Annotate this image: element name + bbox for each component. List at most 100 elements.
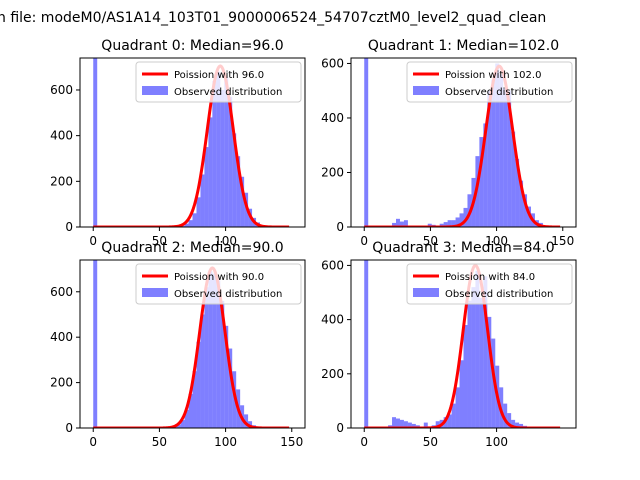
histogram-bar	[248, 421, 253, 428]
x-tick-label: 0	[89, 234, 97, 248]
histogram-bar	[399, 419, 404, 428]
histogram-bar	[479, 137, 484, 227]
plot-area	[93, 58, 290, 227]
histogram-bar	[515, 158, 520, 227]
legend-box	[406, 61, 573, 103]
axes-frame	[350, 259, 577, 429]
y-tick-label: 0	[65, 220, 73, 234]
legend-hist-swatch	[413, 288, 439, 297]
x-tick-label: 50	[423, 234, 438, 248]
histogram-bar	[447, 414, 452, 428]
chart-title: Quadrant 0: Median=96.0	[101, 38, 283, 54]
histogram-bar	[443, 222, 448, 227]
legend-hist-label: Observed distribution	[445, 87, 553, 98]
histogram-bar	[451, 403, 456, 428]
y-tick-label: 200	[50, 376, 73, 390]
y-tick-label: 200	[50, 174, 73, 188]
y-tick-label: 200	[321, 165, 344, 179]
histogram-bar	[495, 63, 500, 227]
histogram-bar	[519, 180, 524, 227]
histogram-bar	[463, 207, 468, 227]
histogram-bar	[511, 131, 516, 227]
histogram-bar	[515, 422, 520, 428]
histogram-bar	[200, 314, 205, 428]
histogram-bar	[196, 341, 201, 428]
histogram-bar	[188, 393, 193, 428]
histogram-bar	[244, 192, 249, 227]
histogram-bar	[204, 287, 209, 428]
histogram-bar	[220, 89, 225, 227]
histogram-bar	[519, 423, 524, 428]
legend-hist-label: Observed distribution	[174, 87, 282, 98]
chart-title: Quadrant 1: Median=102.0	[368, 38, 559, 54]
x-tick-label: 0	[89, 435, 97, 449]
y-tick-label: 600	[321, 56, 344, 70]
legend-hist-label: Observed distribution	[445, 289, 553, 300]
histogram-bar	[396, 418, 400, 428]
axes-frame	[79, 57, 306, 228]
histogram-bar	[403, 220, 408, 227]
histogram-bar	[200, 174, 205, 227]
histogram-bar	[483, 123, 488, 227]
y-tick-label: 200	[321, 367, 344, 381]
plot-area	[364, 58, 561, 227]
histogram-bar	[180, 420, 185, 428]
chart-panel-2: 0 50 100 150 0 200 400 600 Quadrant 2: Median=90…	[50, 240, 306, 449]
histogram-bar	[220, 300, 225, 428]
histogram-bar	[483, 276, 488, 428]
histogram-bar	[244, 414, 249, 428]
legend-box	[406, 263, 573, 305]
histogram-bar	[208, 271, 213, 428]
y-tick-label: 0	[336, 421, 344, 435]
chart-panel-3: 0 50 100 0 200 400 600 Quadrant 3: Median=84.0 P…	[321, 240, 577, 449]
legend-box	[135, 263, 302, 305]
histogram-bar	[447, 220, 452, 227]
y-tick-label: 600	[321, 258, 344, 272]
x-tick-label: 100	[485, 435, 508, 449]
y-tick-label: 600	[50, 285, 73, 299]
x-tick-label: 50	[423, 435, 438, 449]
chart-title: Quadrant 3: Median=84.0	[372, 240, 554, 256]
histogram-bar	[455, 217, 460, 227]
histogram-bar	[93, 58, 98, 227]
axes-frame	[79, 259, 306, 429]
histogram-bar	[216, 280, 221, 428]
histogram-bar	[479, 297, 484, 428]
histogram-bar	[188, 220, 193, 227]
histogram-bar	[228, 348, 233, 428]
histogram-bar	[435, 421, 440, 428]
histogram-bar	[228, 96, 233, 227]
x-tick-label: 100	[214, 435, 237, 449]
legend-fit-label: Poission with 96.0	[174, 70, 264, 81]
histogram-bar	[184, 409, 189, 428]
histogram-bar	[523, 194, 528, 227]
histogram-bar	[176, 424, 181, 428]
histogram-bar	[192, 371, 197, 428]
legend-fit-label: Poission with 90.0	[174, 272, 264, 283]
histogram-bar	[511, 419, 516, 428]
histogram-bar	[455, 387, 460, 428]
histogram-bar	[399, 221, 404, 227]
histogram-bar	[423, 422, 428, 428]
histogram-bar	[208, 117, 213, 227]
histogram-bar	[93, 260, 98, 428]
y-tick-label: 400	[321, 111, 344, 125]
histogram-bar	[180, 225, 185, 227]
x-tick-label: 0	[360, 435, 368, 449]
y-tick-label: 400	[321, 313, 344, 327]
histogram-bar	[392, 222, 396, 227]
legend-hist-swatch	[142, 288, 168, 297]
histogram-bar	[491, 338, 496, 428]
histogram-bar	[212, 80, 217, 227]
histogram-bar	[487, 316, 492, 428]
histogram-bar	[396, 218, 400, 227]
histogram-bar	[467, 300, 472, 428]
histogram-bar	[503, 403, 508, 428]
histogram-bar	[236, 156, 241, 227]
legend-fit-label: Poission with 102.0	[445, 70, 541, 81]
histogram-bar	[224, 325, 229, 428]
histogram-bar	[403, 421, 408, 428]
histogram-bar	[491, 79, 496, 227]
x-tick-label: 100	[485, 234, 508, 248]
